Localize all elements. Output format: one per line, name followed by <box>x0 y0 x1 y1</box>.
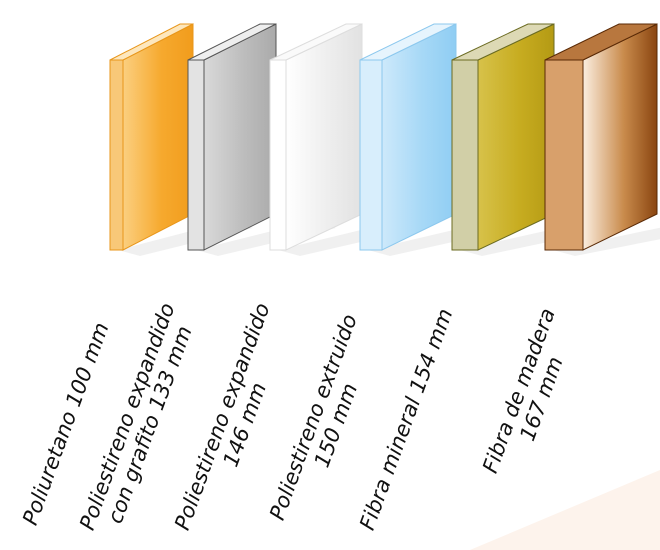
panel-top-face <box>451 23 555 61</box>
panel-top-face <box>359 23 457 61</box>
panel-edge-face <box>451 59 479 251</box>
background-tint <box>470 470 660 550</box>
panel-poliuretano <box>109 23 253 256</box>
panel-main-face <box>477 23 555 251</box>
panel-edge-face <box>269 59 287 251</box>
panel-fibra-madera <box>544 23 660 256</box>
panel-top-face <box>269 23 363 61</box>
panel-main-face <box>122 23 194 251</box>
panel-edge-face <box>544 59 584 251</box>
panel-edge-face <box>109 59 124 251</box>
panel-edge-face <box>187 59 205 251</box>
panel-top-face <box>187 23 277 61</box>
panel-top-face <box>544 23 658 61</box>
panel-main-face <box>582 23 658 251</box>
panel-top-face <box>109 23 194 61</box>
panel-eps <box>269 23 422 256</box>
panel-edge-face <box>359 59 383 251</box>
panel-main-face <box>285 23 363 251</box>
panel-main-face <box>381 23 457 251</box>
panel-main-face <box>203 23 277 251</box>
